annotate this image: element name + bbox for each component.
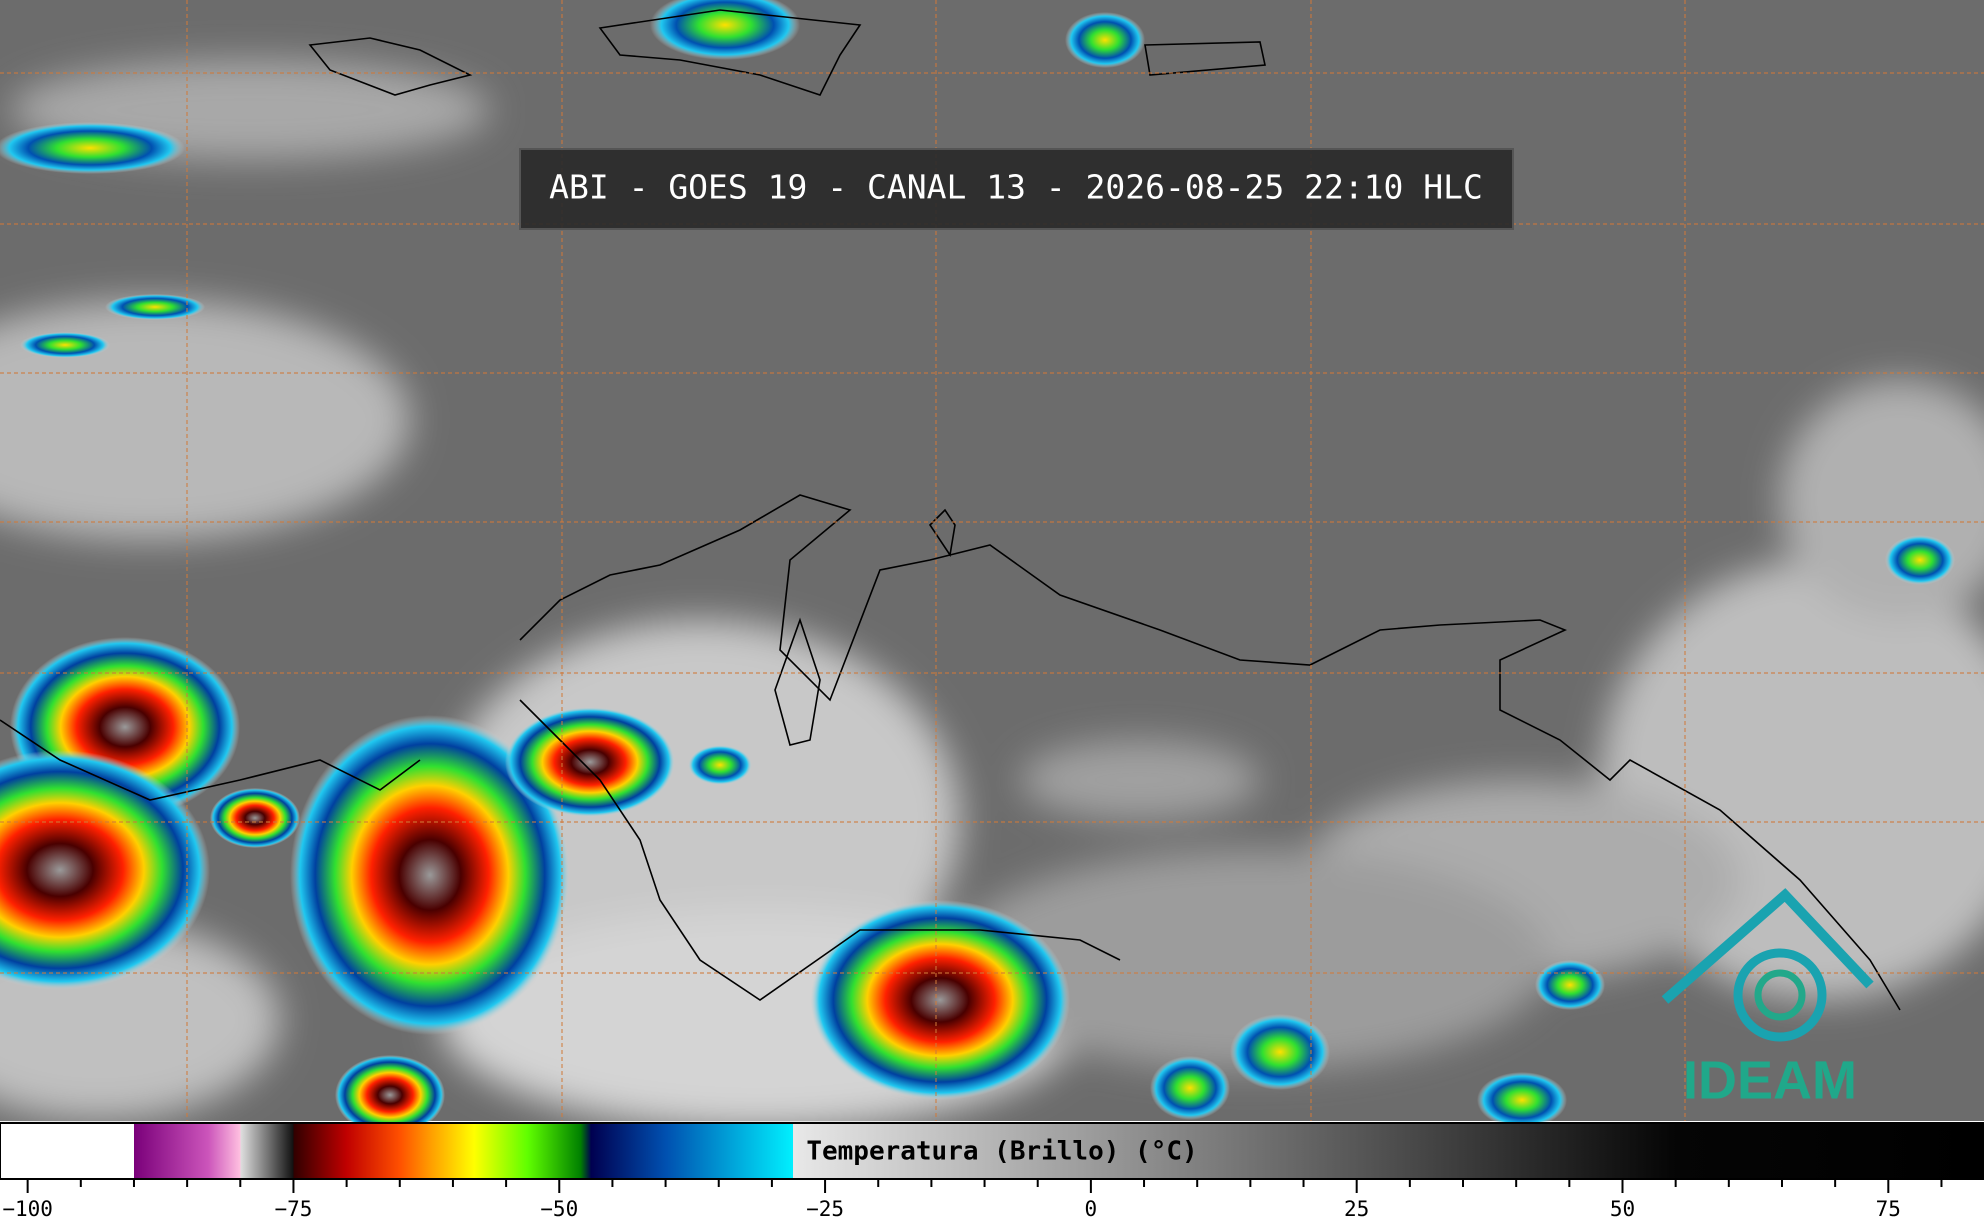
colorbar-axis: −100 −75 −50 −25 0 25 50 75: [2, 1179, 1943, 1221]
graticule: [0, 0, 1984, 1121]
tick-label: −75: [274, 1197, 312, 1221]
coastlines: [0, 9, 1901, 1011]
tick-label: 50: [1610, 1197, 1635, 1221]
colorbar-label: Temperatura (Brillo) (°C): [806, 1137, 1197, 1167]
logo: IDEAM: [1661, 888, 1874, 1110]
clouds: [0, 60, 1984, 1130]
title-box: [519, 148, 1514, 230]
tick-label: 0: [1085, 1197, 1098, 1221]
tick-label: 75: [1876, 1197, 1901, 1221]
title: ABI - GOES 19 - CANAL 13 - 2026-08-25 22…: [549, 168, 1483, 207]
tick-label: −25: [806, 1197, 844, 1221]
tick-label: −50: [540, 1197, 578, 1221]
convective-cells: [0, 0, 1955, 1135]
tick-label: 25: [1344, 1197, 1369, 1221]
colorbar: [0, 1122, 1984, 1180]
tick-label: −100: [2, 1197, 53, 1221]
logo-text: IDEAM: [1683, 1050, 1857, 1110]
